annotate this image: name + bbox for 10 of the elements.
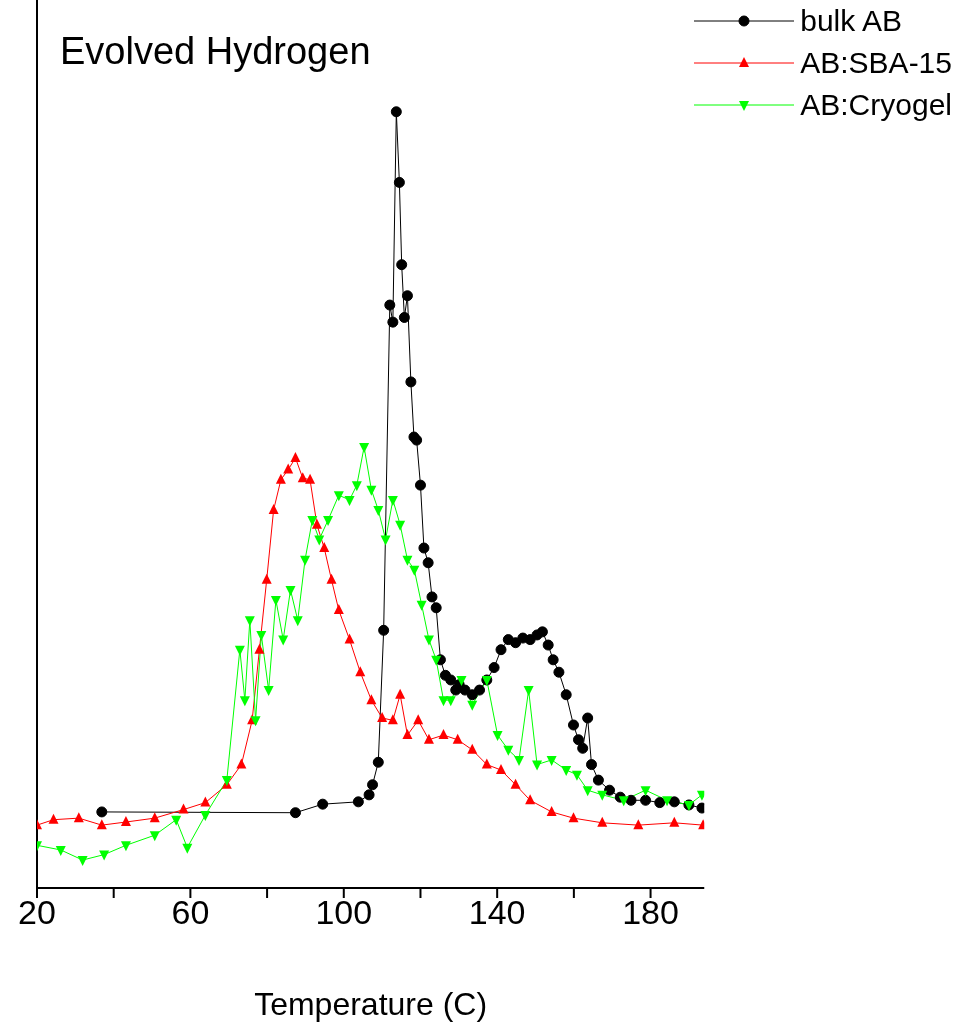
x-tick-label: 140 bbox=[468, 893, 526, 932]
legend-label: AB:Cryogel bbox=[800, 87, 952, 123]
x-tick-label: 180 bbox=[622, 893, 679, 932]
legend-label: AB:SBA-15 bbox=[800, 45, 952, 81]
x-tick-label: 100 bbox=[315, 893, 373, 932]
legend-label: bulk AB bbox=[800, 3, 902, 39]
x-tick-label: 60 bbox=[171, 893, 210, 932]
x-axis-title: Temperature (C) bbox=[254, 986, 488, 1022]
chart-title: Evolved Hydrogen bbox=[60, 30, 371, 73]
x-tick-label: 20 bbox=[18, 893, 56, 932]
